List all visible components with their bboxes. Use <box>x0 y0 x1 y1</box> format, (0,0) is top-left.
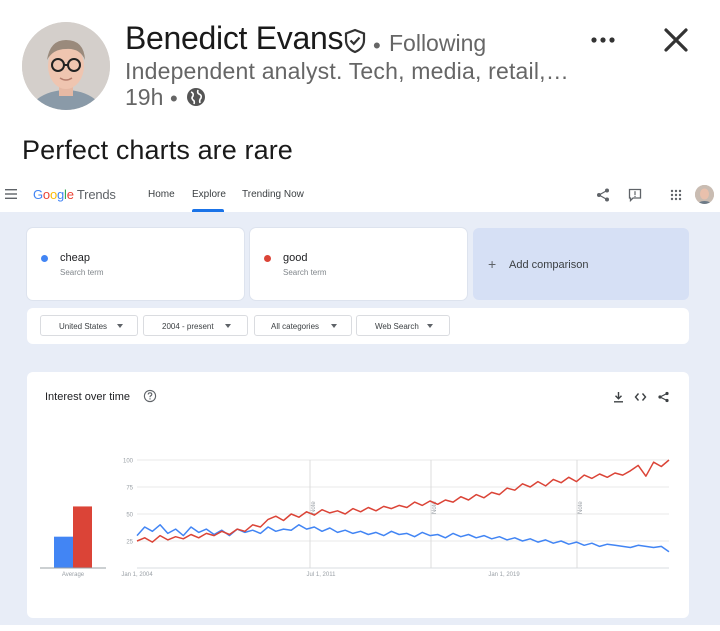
nav-explore[interactable]: Explore <box>192 189 226 200</box>
author-avatar[interactable] <box>22 22 110 110</box>
average-label: Average <box>62 572 85 578</box>
caret-down-icon <box>427 324 433 328</box>
following-link[interactable]: Following <box>389 30 487 56</box>
note-label: Note <box>578 501 584 514</box>
author-headline: Independent analyst. Tech, media, retail… <box>125 58 569 84</box>
post-time: 19h <box>125 84 164 110</box>
verified-icon <box>344 28 366 54</box>
series-line-good <box>136 459 670 543</box>
filter-label: All categories <box>271 322 320 331</box>
series-line-cheap <box>136 524 670 553</box>
author-name[interactable]: Benedict Evans <box>125 20 344 56</box>
share-icon[interactable] <box>595 187 611 203</box>
embed-code-icon[interactable] <box>634 391 647 403</box>
follow-separator: • <box>373 33 381 58</box>
download-icon[interactable] <box>612 391 625 403</box>
logo-letter: l <box>64 187 67 202</box>
trends-top-bar: Google Trends Home Explore Trending Now <box>0 178 720 212</box>
interest-over-time-card: Interest over time 100 75 50 25 Jan 1, 2004 J… <box>27 372 689 618</box>
note-label: Note <box>432 501 438 514</box>
apps-grid-icon[interactable] <box>668 187 684 203</box>
term-name: good <box>283 252 308 264</box>
term-type: Search term <box>283 268 327 277</box>
y-tick-label: 25 <box>126 540 133 546</box>
filter-geo-dropdown[interactable]: United States <box>40 315 138 336</box>
chart-title: Interest over time <box>45 391 130 403</box>
post-header: Benedict Evans • Following Independent a… <box>0 0 720 120</box>
add-comparison-label: Add comparison <box>509 259 589 271</box>
filter-label: Web Search <box>375 322 419 331</box>
nav-trending-now[interactable]: Trending Now <box>242 189 304 200</box>
filter-label: 2004 - present <box>162 322 214 331</box>
share-chart-icon[interactable] <box>657 391 670 403</box>
term-color-dot <box>264 255 271 262</box>
nav-active-indicator <box>192 209 224 212</box>
time-separator: • <box>170 86 178 111</box>
average-bar-cheap <box>54 536 73 568</box>
caret-down-icon <box>331 324 337 328</box>
nav-home[interactable]: Home <box>148 189 175 200</box>
x-tick-label: Jan 1, 2019 <box>488 572 520 578</box>
term-name: cheap <box>60 252 90 264</box>
post-text: Perfect charts are rare <box>22 135 293 165</box>
y-tick-label: 50 <box>126 513 133 519</box>
account-avatar[interactable] <box>695 185 714 204</box>
add-comparison-button[interactable]: + Add comparison <box>473 228 689 300</box>
logo-suffix: Trends <box>73 187 116 202</box>
plus-icon: + <box>488 256 497 272</box>
term-card-good[interactable]: good Search term <box>250 228 467 300</box>
filter-category-dropdown[interactable]: All categories <box>254 315 352 336</box>
google-trends-logo[interactable]: Google Trends <box>33 187 116 202</box>
filter-bar: United States 2004 - present All categor… <box>27 308 689 344</box>
term-type: Search term <box>60 268 104 277</box>
x-tick-label: Jan 1, 2004 <box>121 572 153 578</box>
logo-letter: e <box>66 187 74 202</box>
y-tick-label: 75 <box>126 486 133 492</box>
term-card-cheap[interactable]: cheap Search term <box>27 228 244 300</box>
globe-icon <box>187 88 205 106</box>
caret-down-icon <box>225 324 231 328</box>
y-tick-label: 100 <box>123 459 134 465</box>
filter-property-dropdown[interactable]: Web Search <box>356 315 450 336</box>
feedback-icon[interactable] <box>627 187 643 203</box>
x-tick-label: Jul 1, 2011 <box>307 572 337 578</box>
screenshot-bottom-strip <box>0 625 720 631</box>
interest-over-time-chart: 100 75 50 25 Jan 1, 2004 Jul 1, 2011 Jan 1, 20… <box>40 459 670 578</box>
trends-screenshot: Google Trends Home Explore Trending Now … <box>0 178 720 631</box>
close-button[interactable] <box>662 26 690 54</box>
term-color-dot <box>41 255 48 262</box>
filter-label: United States <box>59 322 108 331</box>
filter-time-dropdown[interactable]: 2004 - present <box>143 315 248 336</box>
caret-down-icon <box>117 324 123 328</box>
hamburger-menu-icon[interactable] <box>5 189 17 199</box>
more-options-button[interactable] <box>588 28 618 52</box>
logo-letter: o <box>42 187 50 202</box>
logo-letter: g <box>56 187 65 202</box>
logo-letter: G <box>33 187 43 202</box>
average-bar-good <box>73 506 92 568</box>
logo-letter: o <box>49 187 57 202</box>
help-icon[interactable] <box>143 389 157 403</box>
note-label: Note <box>311 501 317 514</box>
